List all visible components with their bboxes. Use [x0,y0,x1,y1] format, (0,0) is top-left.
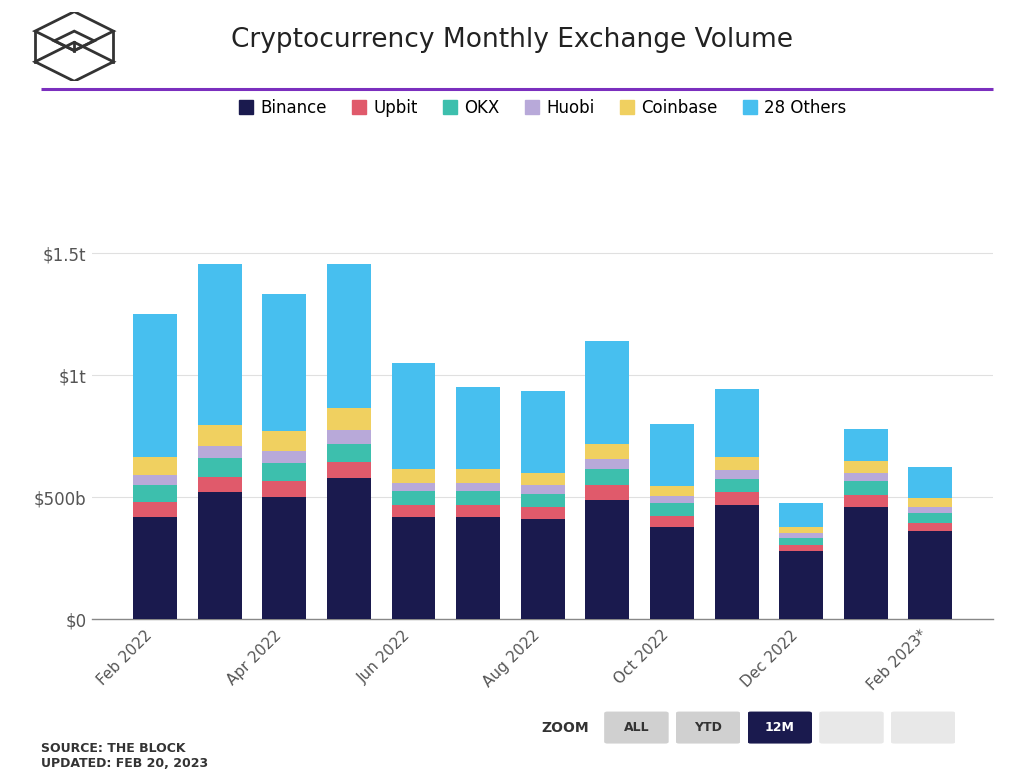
Bar [391,469,435,483]
Text: SOURCE: THE BLOCK
UPDATED: FEB 20, 2023: SOURCE: THE BLOCK UPDATED: FEB 20, 2023 [41,742,208,770]
Bar [650,496,694,503]
Bar [262,293,306,431]
Bar [262,451,306,463]
Bar [198,446,242,458]
FancyBboxPatch shape [676,711,740,744]
Bar [327,478,371,619]
Bar [650,424,694,486]
Bar [198,477,242,492]
Bar [456,505,500,517]
Bar [908,507,952,513]
Bar [844,429,888,461]
Bar [908,532,952,619]
Text: YTD: YTD [694,721,722,734]
Bar [715,505,759,619]
Bar [262,481,306,497]
Bar [521,473,564,485]
Bar [198,458,242,477]
Bar [327,430,371,444]
Bar [456,469,500,483]
Bar [133,485,177,502]
Bar [586,485,630,500]
Bar [391,483,435,491]
Bar [844,495,888,507]
Bar [586,341,630,444]
Bar [908,467,952,498]
Bar [715,389,759,457]
Bar [779,538,823,545]
Bar [908,513,952,523]
Bar [715,492,759,505]
Bar [586,444,630,460]
Bar [133,502,177,517]
Bar [327,462,371,478]
Bar [391,491,435,505]
Bar [715,479,759,492]
Bar [779,545,823,551]
Bar [391,505,435,517]
Bar [779,502,823,527]
Bar [521,485,564,494]
Legend: Binance, Upbit, OKX, Huobi, Coinbase, 28 Others: Binance, Upbit, OKX, Huobi, Coinbase, 28… [239,99,847,118]
Bar [844,461,888,473]
Bar [521,519,564,619]
Bar [262,431,306,451]
Bar [779,533,823,538]
Bar [586,500,630,619]
FancyBboxPatch shape [819,711,884,744]
Bar [521,494,564,507]
Bar [262,497,306,619]
Text: ZOOM: ZOOM [541,721,589,735]
Bar [327,444,371,462]
Bar [133,475,177,485]
Bar [198,492,242,619]
Bar [844,507,888,619]
Bar [133,314,177,457]
Bar [779,527,823,533]
Bar [327,408,371,430]
Bar [262,463,306,481]
FancyBboxPatch shape [604,711,669,744]
Bar [586,460,630,469]
Bar [586,469,630,485]
Bar [198,425,242,446]
Bar [650,486,694,496]
Text: 12M: 12M [765,721,795,734]
Bar [327,264,371,408]
Bar [456,483,500,491]
Text: Cryptocurrency Monthly Exchange Volume: Cryptocurrency Monthly Exchange Volume [231,27,793,53]
Bar [521,391,564,473]
Bar [844,481,888,495]
FancyBboxPatch shape [748,711,812,744]
Bar [391,363,435,469]
Bar [456,517,500,619]
Bar [456,388,500,469]
Text: ALL: ALL [624,721,649,734]
Bar [133,517,177,619]
Bar [391,517,435,619]
Bar [521,507,564,519]
Bar [908,523,952,532]
FancyBboxPatch shape [891,711,955,744]
Bar [908,498,952,507]
Bar [198,264,242,425]
Bar [715,471,759,479]
Bar [133,457,177,475]
Bar [650,503,694,515]
Bar [650,526,694,619]
Bar [456,491,500,505]
Bar [650,515,694,526]
Bar [715,457,759,471]
Bar [779,551,823,619]
Bar [844,473,888,481]
